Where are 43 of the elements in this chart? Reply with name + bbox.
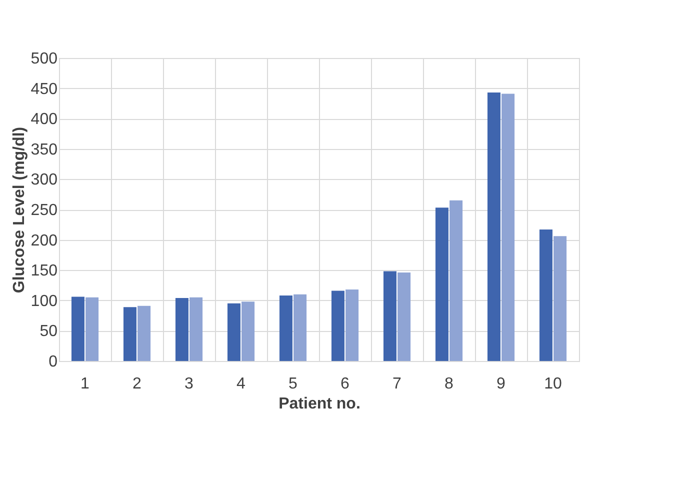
x-tick-label: 10 (544, 376, 562, 392)
y-tick-label: 350 (30, 141, 58, 158)
y-axis-title: Glucose Level (mg/dl) (10, 126, 28, 294)
x-tick-label: 4 (236, 376, 246, 392)
y-tick-label: 300 (30, 172, 58, 189)
y-tick-label: 450 (30, 80, 58, 98)
x-tick-label: 1 (80, 376, 90, 392)
bar (138, 306, 151, 361)
bar (175, 298, 188, 361)
bar (331, 290, 344, 361)
bar (383, 271, 396, 361)
bar (450, 200, 463, 361)
y-tick-label: 50 (40, 323, 58, 340)
bar (190, 297, 203, 361)
x-tick-label: 3 (184, 376, 194, 392)
x-tick-label: 5 (288, 376, 298, 392)
bar (539, 230, 552, 361)
y-tick-label: 400 (30, 111, 58, 128)
bar (435, 208, 448, 361)
bar (487, 92, 500, 361)
y-tick-label: 500 (30, 50, 58, 68)
bar (242, 302, 255, 361)
bar (398, 272, 411, 361)
bar (502, 94, 515, 361)
x-tick-label: 2 (132, 376, 142, 392)
x-axis-title: Patient no. (278, 396, 360, 412)
bar (71, 296, 84, 361)
bar (294, 294, 307, 361)
x-tick-label: 6 (340, 376, 350, 392)
y-tick-label: 0 (48, 354, 58, 370)
y-tick-label: 250 (30, 202, 58, 219)
x-tick-label: 9 (496, 376, 506, 392)
bar (123, 307, 136, 361)
bar (279, 296, 292, 361)
x-tick-label: 8 (444, 376, 454, 392)
y-tick-label: 150 (30, 262, 58, 280)
x-tick-label: 7 (392, 376, 402, 392)
y-tick-label: 200 (30, 232, 58, 250)
bar (227, 303, 240, 361)
bar (346, 289, 359, 361)
y-tick-label: 100 (30, 292, 58, 310)
bar (86, 297, 99, 361)
bar (554, 236, 567, 361)
